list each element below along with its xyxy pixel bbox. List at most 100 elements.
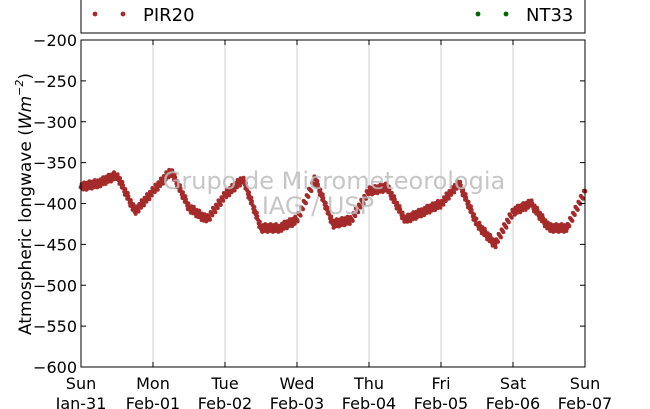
trace-point bbox=[493, 245, 498, 250]
trace-point bbox=[501, 230, 506, 235]
trace-point bbox=[452, 190, 457, 195]
trace-point bbox=[252, 205, 257, 210]
legend-marker-nt33 bbox=[475, 11, 481, 17]
trace-point bbox=[142, 203, 146, 208]
trace-point bbox=[123, 187, 128, 192]
trace-point bbox=[582, 189, 587, 194]
x-tick-label-date: Feb-01 bbox=[126, 394, 180, 409]
trace-point bbox=[292, 221, 297, 226]
legend-label-nt33: NT33 bbox=[526, 5, 573, 26]
trace-point bbox=[250, 199, 254, 204]
x-tick-label-day: Tue bbox=[210, 374, 238, 393]
x-tick-label-date: Feb-05 bbox=[414, 394, 468, 409]
trace-point bbox=[318, 187, 323, 192]
trace-point bbox=[321, 196, 326, 200]
trace-point bbox=[241, 175, 246, 180]
trace-point bbox=[249, 195, 254, 200]
trace-point bbox=[400, 210, 405, 215]
y-tick-label: −400 bbox=[33, 195, 77, 214]
x-tick-label-date: Feb-06 bbox=[486, 394, 540, 409]
trace-point bbox=[295, 219, 300, 224]
trace-point bbox=[320, 192, 325, 197]
trace-point bbox=[567, 224, 572, 229]
grid bbox=[152, 40, 514, 367]
y-tick-label: −500 bbox=[33, 276, 77, 295]
trace-point bbox=[178, 186, 183, 191]
trace-point bbox=[173, 175, 178, 180]
legend-marker-pir20-b bbox=[120, 11, 126, 17]
trace-point bbox=[115, 172, 120, 177]
trace-point bbox=[235, 185, 239, 190]
y-tick-label: −600 bbox=[33, 358, 77, 377]
trace-point bbox=[301, 207, 305, 212]
trace-point bbox=[244, 181, 248, 186]
y-tick-label: −200 bbox=[33, 31, 77, 50]
trace-point bbox=[229, 190, 234, 195]
legend-frame bbox=[80, 0, 586, 34]
trace-point bbox=[247, 190, 251, 195]
trace-point bbox=[155, 187, 160, 192]
trace-point bbox=[147, 197, 152, 202]
trace-point bbox=[496, 239, 500, 244]
trace-point bbox=[181, 190, 185, 195]
trace-point bbox=[133, 211, 138, 216]
trace-point bbox=[227, 193, 232, 198]
trace-point bbox=[366, 192, 371, 197]
trace-point bbox=[128, 198, 133, 203]
trace-point bbox=[441, 202, 446, 207]
trace-point bbox=[326, 206, 331, 210]
y-axis: −200 −250 −300 −350 −400 −450 −500 −550 −600 bbox=[33, 31, 585, 377]
y-tick-label: −250 bbox=[33, 72, 77, 91]
trace-point bbox=[144, 199, 149, 204]
y-tick-label: −550 bbox=[33, 317, 77, 336]
trace-point bbox=[254, 210, 259, 215]
y-axis-title-text: Atmospheric longwave ( bbox=[16, 129, 36, 335]
trace-point bbox=[306, 194, 311, 199]
trace-point bbox=[392, 194, 397, 199]
trace-point bbox=[218, 203, 223, 207]
x-tick-label-day: Sat bbox=[500, 374, 526, 393]
x-tick-label-date: Feb-07 bbox=[558, 394, 612, 409]
trace-point bbox=[461, 187, 466, 192]
y-tick-label: −300 bbox=[33, 113, 77, 132]
trace-point bbox=[499, 235, 503, 240]
trace-point bbox=[356, 210, 361, 215]
trace-point bbox=[309, 189, 314, 194]
y-axis-title-close: ) bbox=[16, 73, 36, 80]
x-axis: SunJan-31MonFeb-01TueFeb-02WedFeb-03ThuF… bbox=[55, 40, 612, 409]
trace-point bbox=[312, 174, 317, 179]
trace-point bbox=[125, 191, 130, 195]
legend-label-pir20: PIR20 bbox=[143, 5, 195, 26]
trace-point bbox=[232, 188, 237, 193]
legend-marker-pir20 bbox=[92, 11, 98, 17]
x-tick-label-date: Feb-03 bbox=[270, 394, 324, 409]
trace-point bbox=[397, 204, 402, 209]
trace-point bbox=[398, 207, 403, 212]
trace-point bbox=[364, 196, 368, 201]
trace-point bbox=[506, 220, 511, 225]
legend: PIR20 NT33 bbox=[80, 0, 586, 34]
trace-point bbox=[183, 194, 188, 199]
trace-point bbox=[161, 181, 166, 186]
trace-point bbox=[469, 204, 473, 209]
trace-point bbox=[466, 199, 471, 204]
x-tick-label-day: Sun bbox=[66, 374, 96, 393]
trace-point bbox=[120, 180, 125, 184]
trace-point bbox=[443, 199, 448, 203]
trace-point bbox=[166, 175, 171, 180]
trace-point bbox=[509, 215, 514, 220]
trace-point bbox=[392, 197, 397, 202]
trace-point bbox=[572, 213, 577, 217]
trace-point bbox=[581, 196, 586, 201]
x-tick-label-date: Feb-02 bbox=[198, 394, 252, 409]
trace-point bbox=[204, 219, 209, 224]
trace-point bbox=[564, 229, 569, 233]
trace-point bbox=[186, 201, 191, 206]
trace-point bbox=[298, 213, 303, 218]
trace-point bbox=[224, 195, 229, 200]
trace-point bbox=[395, 200, 400, 205]
trace-point bbox=[131, 202, 136, 207]
trace-point bbox=[350, 218, 355, 223]
legend-marker-nt33-b bbox=[503, 11, 509, 17]
